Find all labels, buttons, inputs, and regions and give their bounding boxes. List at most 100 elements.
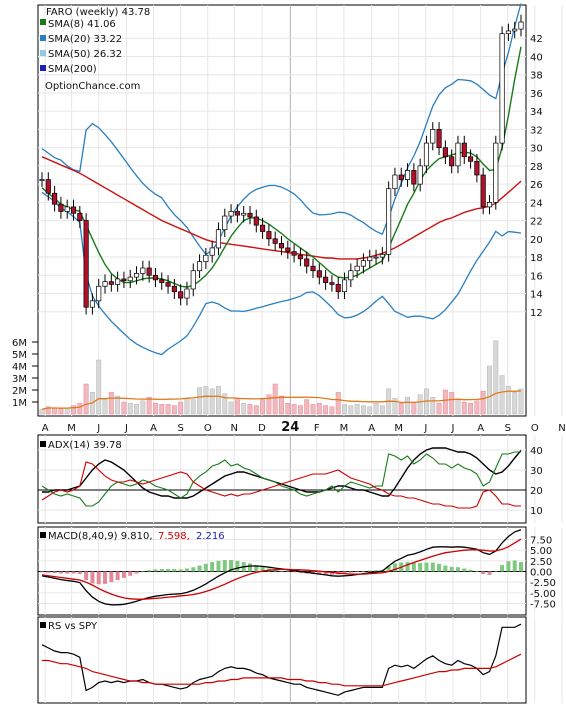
volume-bar [171,405,177,415]
candle-body [222,215,228,231]
price-tick-label: 30 [530,144,543,155]
volume-bar [304,399,310,415]
rs-panel-frame [37,616,527,704]
macd-histogram-bar [323,571,328,575]
price-title: FARO (weekly) 43.78 [46,7,150,18]
volume-bar [449,392,455,415]
macd-histogram-bar [462,568,467,572]
candle-body [512,28,518,32]
candle-body [260,224,266,232]
volume-bar [134,404,139,415]
macd-histogram-bar [392,563,397,572]
volume-bar [197,387,203,415]
macd-histogram-bar [103,571,108,584]
volume-tick-label: 5M [12,350,27,361]
macd-histogram-bar [298,571,303,574]
candle-body [197,261,203,272]
x-tick-label: A [42,423,49,434]
volume-bar [241,402,247,415]
macd-histogram-bar [159,568,164,572]
volume-bar [468,402,474,415]
legend-sma8: SMA(8) 41.06 [48,19,116,30]
macd-histogram-bar [52,571,57,574]
candle-body [184,288,190,299]
volume-bar [493,340,499,415]
macd-histogram-bar [203,563,208,572]
macd-tick-label: 7.50 [530,536,552,547]
volume-bar [405,396,411,415]
candle-body [58,203,64,212]
macd-histogram-bar [273,569,278,572]
macd-histogram-bar [260,566,265,572]
adx-lines [41,447,522,509]
candle-body [291,251,297,256]
macd-histogram-bar [172,568,177,572]
candle-body [215,229,222,249]
candle-body [499,33,505,144]
macd-histogram-bar [71,571,76,574]
volume-bar [209,388,215,415]
rs-legend: RS vs SPY [40,621,98,632]
macd-histogram-bar [178,569,183,572]
price-tick-label: 36 [530,89,543,100]
candle-body [39,179,45,181]
macd-histogram-bar [329,571,334,575]
candle-body [121,278,127,282]
candle-body [241,212,247,216]
candle-body [360,260,366,267]
candle-body [89,300,95,308]
macd-tick-label: 0.00 [530,568,552,579]
volume-bar [71,405,76,415]
macd-histogram-bar [361,571,366,572]
candle-body [354,265,360,272]
volume-tick-label: 1M [12,398,27,409]
volume-bar [430,396,436,415]
legend-sma200: SMA(200) [48,64,97,75]
macd-histogram-bar [348,571,353,573]
macd-histogram-bar [487,571,492,575]
legend-swatch-sma50 [40,50,46,56]
macd-histogram-bar [519,562,523,572]
macd-histogram-bar [128,571,133,576]
volume-tick-label: 2M [12,386,27,397]
macd-histogram-bar [430,562,435,572]
macd-series-line [41,538,522,600]
volume-bars [39,340,524,415]
candle-body [348,270,354,281]
macd-histogram-bar [449,566,454,572]
macd-hist-value: 2.216 [196,531,225,542]
price-tick-label: 38 [530,71,543,82]
adx-label: ADX(14) 39.78 [48,440,122,451]
candle-body [411,170,417,185]
candle-body [140,267,146,274]
legend-swatch-sma200 [40,65,46,71]
adx-tick-label: 10 [530,506,543,517]
volume-bar [178,401,184,415]
x-tick-label: A [477,423,484,434]
macd-histogram-bar [317,571,322,575]
candle-body [474,160,480,176]
macd-histogram-bar [455,567,460,572]
macd-histogram-bar [474,571,479,572]
candle-body [468,156,474,162]
candle-body [64,206,70,212]
volume-bar [159,404,165,415]
volume-bar [348,405,354,415]
macd-histogram-bar [468,569,473,572]
candle-body [152,274,158,281]
volume-bar [329,406,335,415]
macd-histogram-bar [355,571,360,572]
volume-bar [58,408,64,415]
macd-tick-label: -7.50 [530,599,556,610]
macd-histogram-bar [210,562,215,572]
candle-body [159,279,165,283]
macd-histogram-bar [500,565,505,572]
volume-bar [83,383,89,415]
candle-body [442,147,448,158]
candle-body [386,188,392,255]
volume-tick-label: 3M [12,374,27,385]
rs-lines [41,623,522,696]
macd-tick-label: 2.50 [530,557,552,568]
macd-histogram-bar [184,568,189,572]
macd-histogram-bar [121,571,126,578]
